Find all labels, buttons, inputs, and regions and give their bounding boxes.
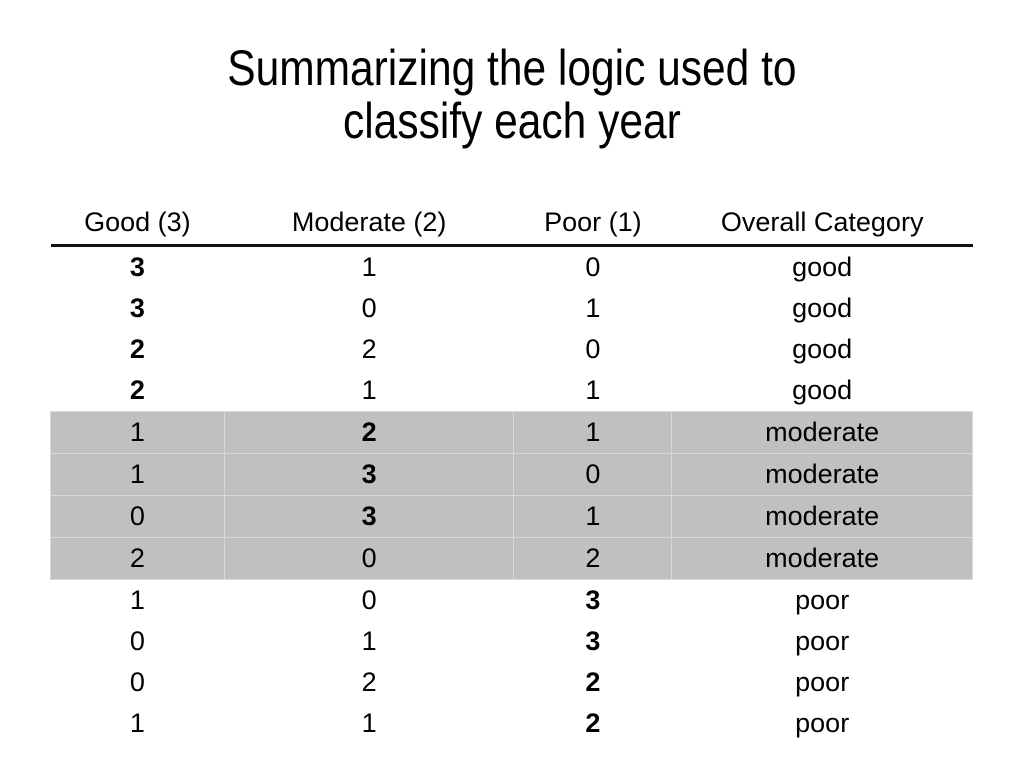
count-cell: 1	[50, 411, 225, 454]
table-row: 3 0 1 good	[51, 288, 973, 329]
overall-category-cell: good	[792, 252, 853, 282]
column-header-moderate: Moderate (2)	[224, 200, 514, 247]
table-row: 3 1 0 good	[51, 246, 973, 289]
count-cell: 2	[361, 334, 377, 364]
column-header-good: Good (3)	[50, 200, 225, 247]
table-row: 0 2 2 poor	[51, 662, 973, 703]
slide-title: Summarizing the logic used to classify e…	[0, 42, 1024, 148]
slide-title-line-2: classify each year	[343, 93, 681, 149]
count-cell: 3	[129, 293, 145, 323]
overall-category-cell: poor	[795, 585, 850, 615]
count-cell: 1	[513, 495, 673, 538]
count-cell: 3	[585, 585, 601, 615]
count-cell: 2	[129, 334, 145, 364]
count-cell: 3	[585, 626, 601, 656]
overall-category-cell: moderate	[671, 411, 973, 454]
count-cell: 2	[585, 708, 601, 738]
table-header-row: Good (3) Moderate (2) Poor (1) Overall C…	[50, 200, 973, 247]
table-row: 2 0 2 moderate	[50, 537, 973, 580]
count-cell: 0	[223, 537, 515, 580]
count-cell: 3	[223, 453, 515, 496]
overall-category-cell: poor	[795, 626, 850, 656]
count-cell: 1	[129, 585, 145, 615]
count-cell: 1	[361, 708, 377, 738]
count-cell: 0	[50, 495, 225, 538]
count-cell: 2	[50, 537, 225, 580]
count-cell: 0	[361, 585, 377, 615]
table-row: 1 3 0 moderate	[50, 453, 973, 496]
slide-title-text: Summarizing the logic used to classify e…	[227, 42, 796, 148]
count-cell: 1	[585, 375, 601, 405]
count-cell: 1	[50, 453, 225, 496]
count-cell: 0	[361, 293, 377, 323]
overall-category-cell: poor	[795, 667, 850, 697]
count-cell: 2	[129, 375, 145, 405]
column-header-poor: Poor (1)	[513, 200, 672, 247]
count-cell: 1	[129, 708, 145, 738]
count-cell: 2	[585, 667, 601, 697]
table-row: 0 1 3 poor	[51, 621, 973, 662]
count-cell: 3	[129, 252, 145, 282]
count-cell: 1	[585, 293, 601, 323]
table-row: 0 3 1 moderate	[50, 495, 973, 538]
overall-category-cell: good	[792, 293, 853, 323]
count-cell: 2	[223, 411, 515, 454]
count-cell: 0	[129, 667, 145, 697]
overall-category-cell: poor	[795, 708, 850, 738]
count-cell: 1	[513, 411, 673, 454]
count-cell: 1	[361, 252, 377, 282]
count-cell: 2	[513, 537, 673, 580]
count-cell: 1	[361, 626, 377, 656]
overall-category-cell: good	[792, 334, 853, 364]
table-row: 2 1 1 good	[51, 370, 973, 412]
overall-category-cell: moderate	[671, 495, 973, 538]
table-row: 1 2 1 moderate	[50, 411, 973, 454]
slide-title-line-1: Summarizing the logic used to	[227, 40, 797, 96]
column-header-overall-category: Overall Category	[671, 200, 973, 247]
overall-category-cell: moderate	[671, 537, 973, 580]
table-row: 1 0 3 poor	[51, 580, 973, 622]
count-cell: 0	[129, 626, 145, 656]
count-cell: 2	[361, 667, 377, 697]
count-cell: 1	[361, 375, 377, 405]
count-cell: 0	[585, 334, 601, 364]
overall-category-cell: good	[792, 375, 853, 405]
overall-category-cell: moderate	[671, 453, 973, 496]
count-cell: 0	[513, 453, 673, 496]
count-cell: 0	[585, 252, 601, 282]
classification-logic-table: Good (3) Moderate (2) Poor (1) Overall C…	[50, 200, 973, 744]
table-row: 2 2 0 good	[51, 329, 973, 370]
count-cell: 3	[223, 495, 515, 538]
table-body: 3 1 0 good 3 0 1 good 2 2 0 good 2 1 1 good 1 2 1 moderate 1…	[50, 246, 973, 745]
table-row: 1 1 2 poor	[51, 703, 973, 744]
